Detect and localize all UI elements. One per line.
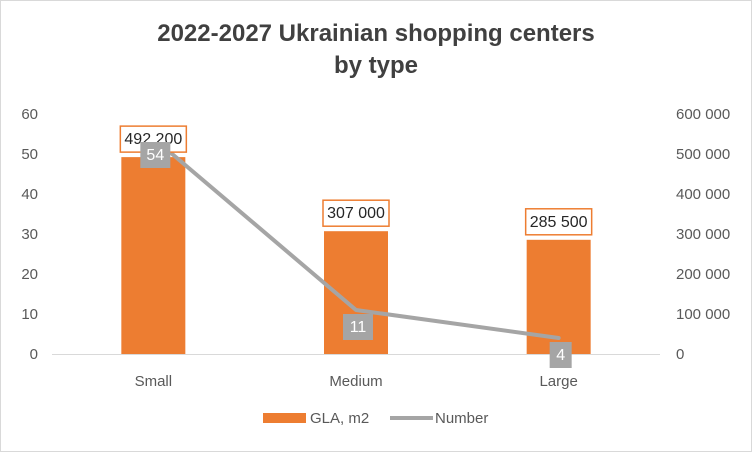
bar-gla	[121, 157, 186, 354]
chart-title: 2022-2027 Ukrainian shopping centers by …	[0, 18, 752, 82]
y-right-tick-label: 200 000	[676, 266, 730, 283]
y-left-tick-label: 20	[21, 266, 38, 283]
bar-data-label-box	[322, 199, 390, 227]
x-category-label: Small	[135, 373, 173, 390]
chart-title-line-2: by type	[333, 52, 419, 79]
legend-label-number: Number	[435, 410, 488, 427]
legend-label-gla: GLA, m2	[310, 410, 369, 427]
y-left-tick-label: 60	[21, 106, 38, 123]
bar-data-label: 307 000	[327, 205, 385, 222]
y-left-tick-label: 30	[21, 226, 38, 243]
y-right-tick-label: 600 000	[676, 106, 730, 123]
y-right-tick-label: 500 000	[676, 146, 730, 163]
bar-data-label-box	[524, 208, 593, 236]
line-data-label-box	[140, 142, 171, 168]
x-category-label: Large	[539, 373, 577, 390]
y-left-tick-label: 40	[21, 186, 38, 203]
line-data-label-box	[343, 314, 373, 340]
y-right-tick-label: 400 000	[676, 186, 730, 203]
line-number	[151, 136, 561, 340]
y-right-tick-label: 300 000	[676, 226, 730, 243]
line-data-label: 54	[146, 147, 164, 164]
y-left-tick-label: 0	[30, 346, 38, 363]
y-left-tick-label: 10	[21, 306, 38, 323]
y-right-tick-label: 100 000	[676, 306, 730, 323]
y-left-tick-label: 50	[21, 146, 38, 163]
chart-title-line-1: 2022-2027 Ukrainian shopping centers	[157, 20, 595, 47]
legend-swatch-gla	[263, 413, 306, 423]
y-right-tick-label: 0	[676, 346, 684, 363]
line-data-label-box	[549, 342, 572, 368]
line-data-label: 4	[556, 347, 565, 364]
bar-data-label: 285 500	[530, 214, 588, 231]
x-category-label: Medium	[329, 373, 382, 390]
line-data-label: 11	[350, 319, 367, 336]
